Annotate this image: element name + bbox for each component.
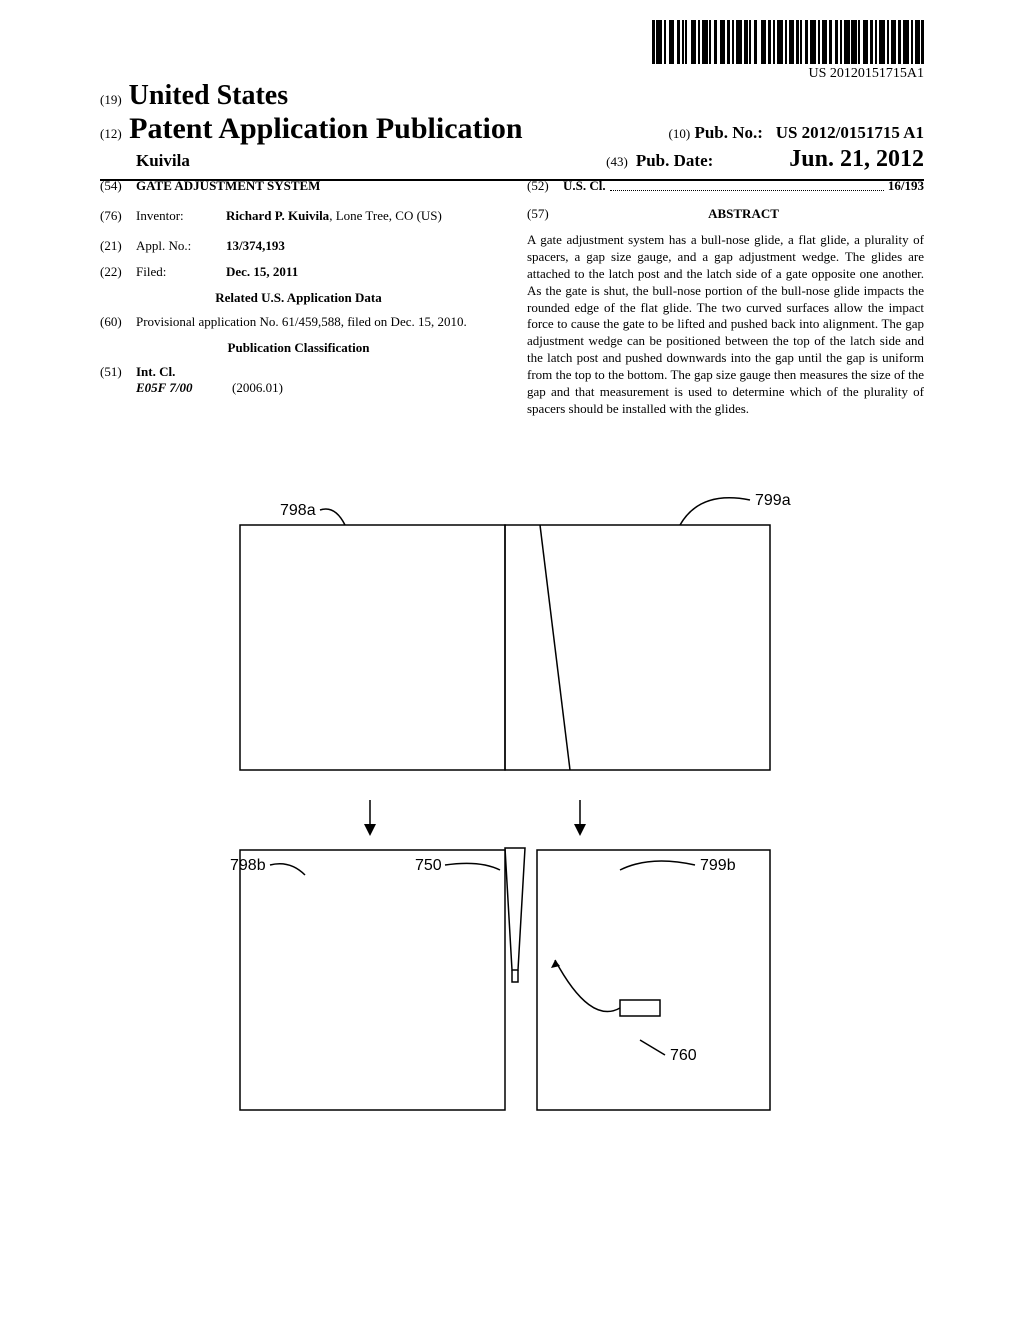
abstract-body: A gate adjustment system has a bull-nose… [527,232,924,418]
code-51: (51) [100,364,136,380]
code-22: (22) [100,264,136,280]
uscl-value: 16/193 [888,178,924,194]
intcl-year: (2006.01) [232,380,283,396]
code-10: (10) [669,126,691,141]
inventor-name: Richard P. Kuivila [226,208,329,223]
dotted-leader [610,190,884,191]
code-19: (19) [100,92,122,107]
pubno-label: Pub. No.: [694,123,762,142]
svg-text:750: 750 [415,857,442,874]
intcl-label: Int. Cl. [136,364,175,379]
country: United States [129,80,288,111]
pubdate-label: Pub. Date: [636,151,713,171]
code-60: (60) [100,314,136,330]
code-12: (12) [100,126,122,141]
filed-label: Filed: [136,264,226,280]
intcl-class: E05F 7/00 [136,380,226,396]
code-21: (21) [100,238,136,254]
doctype: Patent Application Publication [129,112,522,145]
patent-figure: 798a 799a 798b 750 799b 760 [0,470,1024,1170]
pubno: US 2012/0151715 A1 [776,123,924,142]
svg-text:798a: 798a [280,502,316,519]
biblio-block: (54) GATE ADJUSTMENT SYSTEM (76) Invento… [100,178,924,418]
svg-text:760: 760 [670,1047,697,1064]
svg-text:799b: 799b [700,857,736,874]
svg-text:799a: 799a [755,492,791,509]
provisional-text: Provisional application No. 61/459,588, … [136,314,497,330]
pubdate: Jun. 21, 2012 [789,146,924,173]
svg-text:798b: 798b [230,857,266,874]
code-76: (76) [100,208,136,224]
inventor-residence: , Lone Tree, CO (US) [329,208,442,223]
right-column: (52) U.S. Cl. 16/193 (57) ABSTRACT A gat… [527,178,924,418]
inventor-label: Inventor: [136,208,226,224]
invention-title: GATE ADJUSTMENT SYSTEM [136,178,320,193]
barcode-block: US 20120151715A1 [652,20,924,82]
related-data-title: Related U.S. Application Data [100,290,497,306]
applno-label: Appl. No.: [136,238,226,254]
uscl-label: U.S. Cl. [563,178,606,194]
barcode [652,20,924,64]
filed-date: Dec. 15, 2011 [226,264,298,279]
code-54: (54) [100,178,136,194]
pubclass-title: Publication Classification [100,340,497,356]
left-column: (54) GATE ADJUSTMENT SYSTEM (76) Invento… [100,178,497,418]
header-block: (19) United States (12) Patent Applicati… [100,80,924,181]
code-52: (52) [527,178,563,194]
applicant: Kuivila [100,151,190,171]
applno: 13/374,193 [226,238,285,253]
abstract-title: ABSTRACT [563,206,924,222]
code-57: (57) [527,206,563,222]
code-43: (43) [606,154,628,170]
